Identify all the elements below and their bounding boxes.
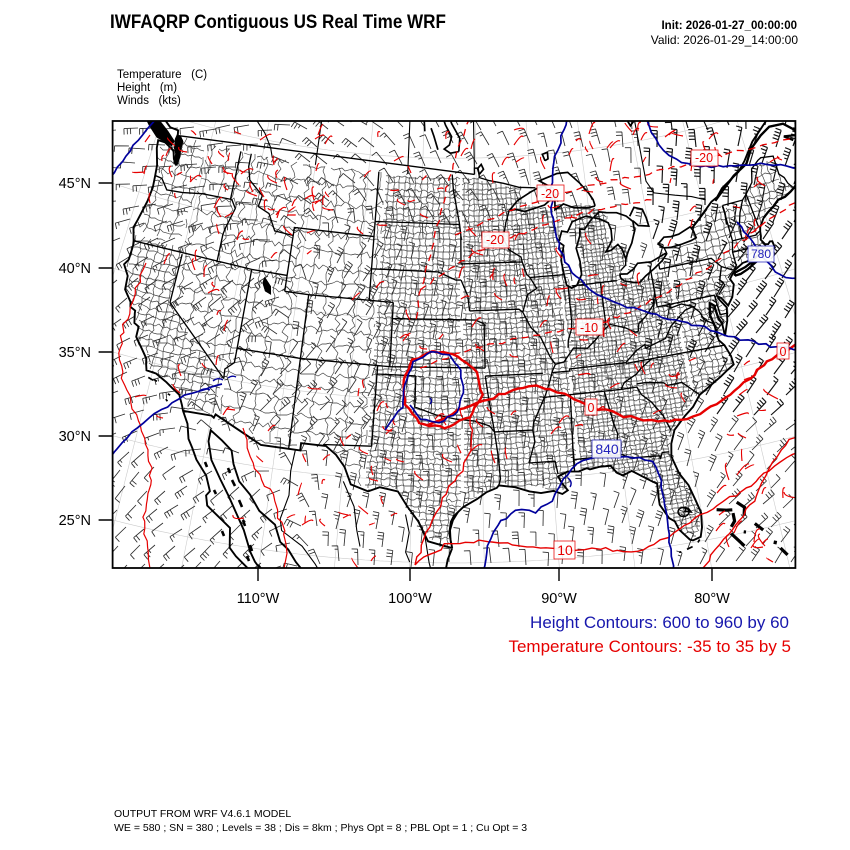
svg-text:10: 10 <box>557 542 573 558</box>
svg-text:0: 0 <box>588 401 595 415</box>
svg-text:100°W: 100°W <box>388 591 432 607</box>
svg-text:45°N: 45°N <box>59 176 91 192</box>
svg-text:0: 0 <box>780 345 787 359</box>
svg-text:-10: -10 <box>580 321 598 335</box>
svg-text:-20: -20 <box>541 187 559 201</box>
svg-text:25°N: 25°N <box>59 513 91 529</box>
svg-text:110°W: 110°W <box>237 591 280 607</box>
svg-text:35°N: 35°N <box>59 345 91 361</box>
svg-text:-20: -20 <box>486 233 504 247</box>
svg-text:90°W: 90°W <box>541 591 577 607</box>
svg-text:40°N: 40°N <box>59 261 91 277</box>
svg-text:840: 840 <box>595 441 619 457</box>
svg-text:30°N: 30°N <box>59 429 91 445</box>
svg-text:780: 780 <box>751 247 771 261</box>
svg-text:-20: -20 <box>695 151 713 165</box>
svg-text:80°W: 80°W <box>694 591 730 607</box>
